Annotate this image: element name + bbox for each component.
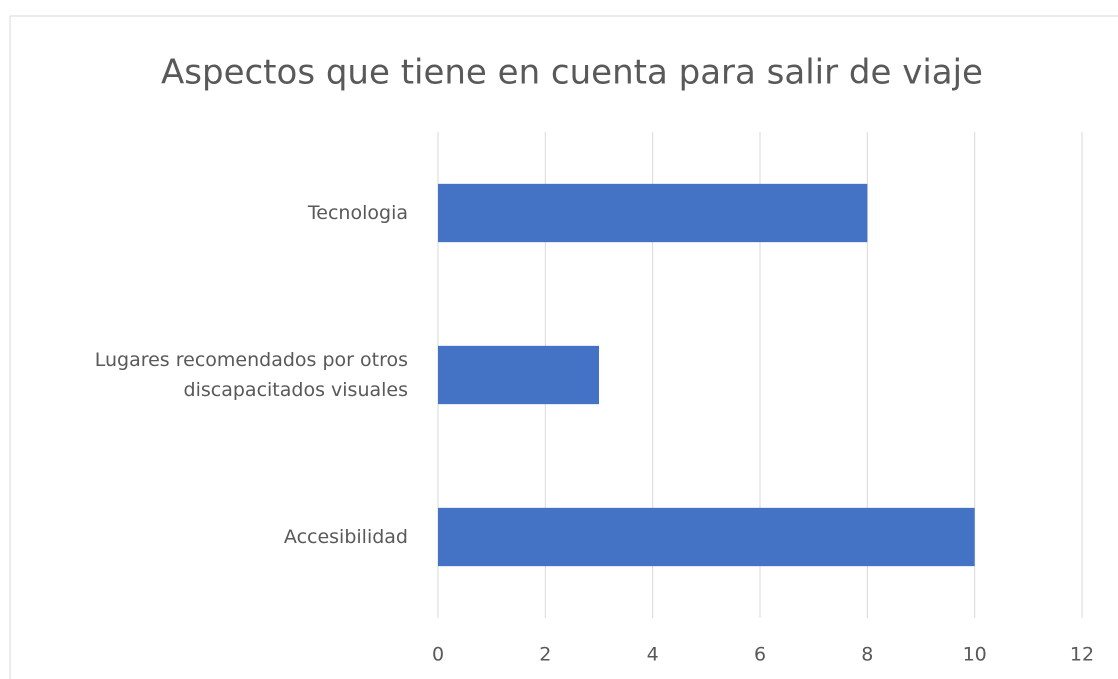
- x-tick-label: 4: [647, 644, 659, 666]
- bar: [438, 345, 599, 405]
- x-tick-label: 0: [432, 644, 444, 666]
- chart-title: Aspectos que tiene en cuenta para salir …: [161, 53, 983, 93]
- y-tick-label: Tecnologia: [307, 202, 408, 224]
- x-tick-label: 10: [963, 644, 987, 666]
- bar: [438, 183, 868, 243]
- x-tick-label: 8: [861, 644, 873, 666]
- x-tick-label: 2: [539, 644, 551, 666]
- bar: [438, 507, 975, 567]
- y-tick-label: Lugares recomendados por otros discapaci…: [94, 349, 408, 401]
- x-tick-label: 12: [1070, 644, 1094, 666]
- x-tick-label: 6: [754, 644, 766, 666]
- y-tick-label: Accesibilidad: [283, 526, 408, 548]
